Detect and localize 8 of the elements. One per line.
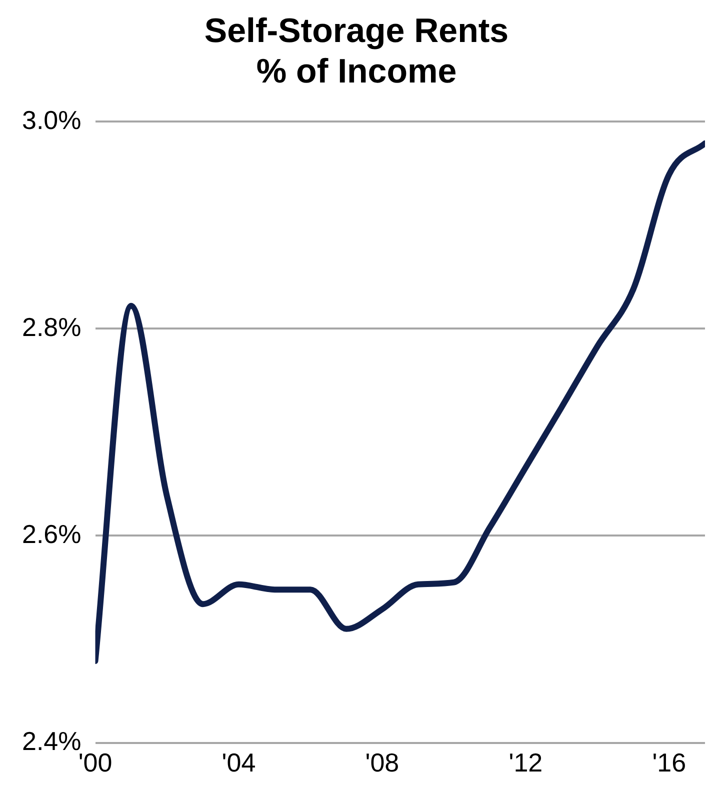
x-tick-label: '04	[222, 748, 256, 778]
x-tick-label: '08	[365, 748, 400, 778]
x-tick-label: '16	[652, 748, 686, 778]
x-tick-label: '12	[508, 748, 543, 778]
y-tick-label: 3.0%	[22, 104, 82, 135]
y-tick-label: 2.6%	[22, 518, 82, 549]
chart-title: Self-Storage Rents % of Income	[204, 12, 509, 91]
y-tick-label: 2.8%	[22, 312, 82, 342]
